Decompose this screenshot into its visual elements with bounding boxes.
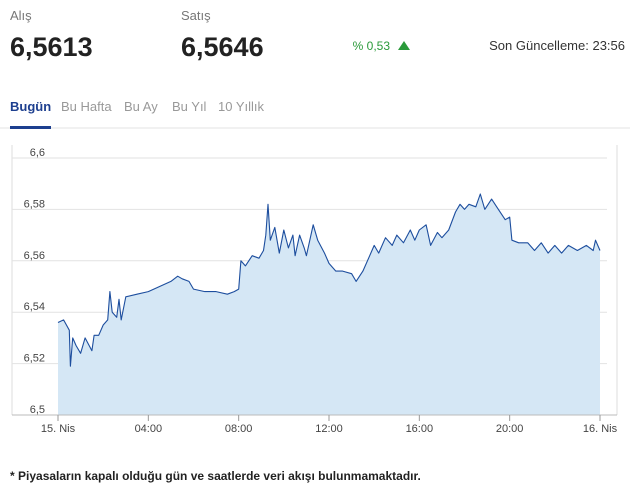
x-tick-label: 16. Nis [583, 423, 618, 435]
line [57, 193, 601, 367]
up-arrow [398, 41, 410, 50]
buy-value: 6,5613 [10, 32, 93, 62]
tab[interactable]: Bu Yıl [172, 99, 207, 114]
plot: 6,5 6,52 6,54 6,56 6,58 6,6 15. Nis 04:00 08:00 1… [11, 145, 618, 435]
y-tick-label: 6,58 [24, 198, 45, 210]
sell-value: 6,5646 [181, 32, 264, 62]
tab[interactable]: Bu Ay [124, 99, 158, 114]
active-tab-underline [10, 126, 51, 129]
tab[interactable]: 10 Yıllık [218, 99, 265, 114]
tab[interactable]: Bugün [10, 99, 51, 114]
x-tick-label: 20:00 [496, 423, 524, 435]
x-tick-label: 08:00 [225, 423, 253, 435]
x-tick-label: 15. Nis [41, 423, 76, 435]
updated: Son Güncelleme: 23:56 [489, 38, 625, 53]
x-tick-label: 12:00 [315, 423, 343, 435]
area [58, 194, 600, 415]
x-tick-label: 16:00 [406, 423, 434, 435]
y-tick-label: 6,54 [24, 301, 45, 313]
x-tick-label: 04:00 [135, 423, 163, 435]
y-tick-label: 6,52 [24, 353, 45, 365]
buy-label: Alış [10, 8, 32, 23]
tab[interactable]: Bu Hafta [61, 99, 112, 114]
sell-label: Satış [181, 8, 211, 23]
footnote: * Piyasaların kapalı olduğu gün ve saatl… [10, 469, 421, 483]
y-tick-label: 6,5 [30, 404, 45, 416]
y-tick-label: 6,6 [30, 147, 45, 159]
y-tick-label: 6,56 [24, 250, 45, 262]
tabs: Bugün Bu Hafta Bu Ay Bu Yıl 10 Yıllık [10, 99, 265, 114]
change: % 0,53 [353, 39, 391, 53]
